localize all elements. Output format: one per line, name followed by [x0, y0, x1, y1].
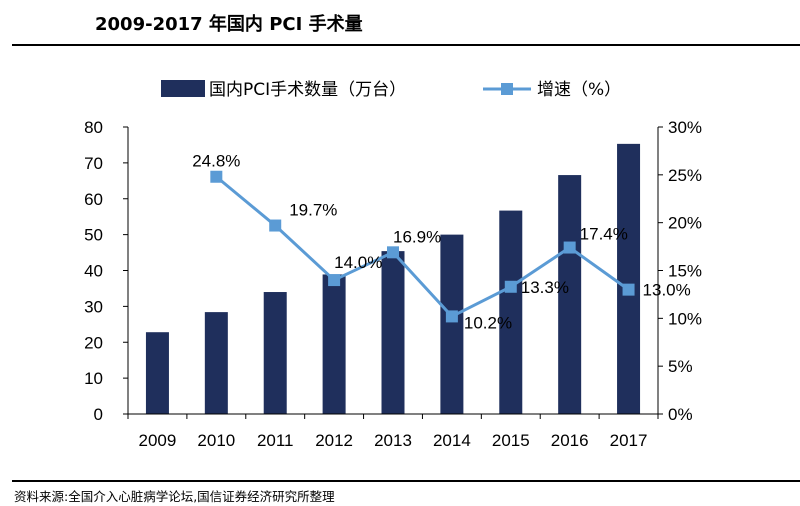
pci-chart: 0 10 20 30 40 50 60 70 80 0% 5% 10% 15% 20% 25% 30% 2009… — [84, 80, 702, 450]
left-tick-label: 10 — [84, 369, 103, 388]
growth-marker-2016 — [563, 241, 576, 254]
x-tick-label-2017: 2017 — [610, 431, 648, 450]
bar-2010 — [204, 312, 228, 414]
x-tick-label-2015: 2015 — [492, 431, 530, 450]
top-divider — [12, 44, 800, 46]
right-tick-label: 10% — [668, 309, 702, 328]
growth-label-2014: 10.2% — [464, 313, 512, 332]
legend-line-marker — [501, 83, 513, 95]
right-tick-label: 0% — [668, 405, 693, 424]
legend: 国内PCI手术数量（万台） 增速（%） — [161, 80, 621, 100]
left-tick-label: 30 — [84, 297, 103, 316]
growth-label-2017: 13.0% — [643, 281, 691, 300]
title-bar: 2009-2017 年国内 PCI 手术量 — [0, 0, 800, 44]
x-tick-label-2016: 2016 — [551, 431, 589, 450]
x-tick-label-2014: 2014 — [433, 431, 471, 450]
growth-line-series: 24.8% 19.7% 14.0% 16.9% 10.2% 13.3% 17.4% 13.0% — [192, 152, 691, 333]
growth-marker-2013 — [387, 246, 399, 259]
left-tick-label: 20 — [84, 333, 103, 352]
growth-label-2016: 17.4% — [580, 225, 628, 244]
growth-marker-2012 — [328, 274, 341, 287]
x-tick-label-2013: 2013 — [374, 431, 412, 450]
growth-line — [215, 175, 630, 318]
growth-label-2012: 14.0% — [334, 253, 382, 272]
bar-series — [145, 143, 641, 414]
left-tick-label: 60 — [84, 190, 103, 209]
bar-2017 — [617, 143, 641, 414]
legend-bar-label: 国内PCI手术数量（万台） — [209, 80, 406, 100]
left-tick-label: 0 — [94, 405, 103, 424]
x-tick-label-2010: 2010 — [197, 431, 235, 450]
bar-2013 — [381, 251, 405, 414]
growth-label-2015: 13.3% — [521, 278, 569, 297]
growth-marker-2014 — [445, 310, 458, 323]
right-tick-label: 20% — [668, 214, 702, 233]
bar-2009 — [145, 332, 169, 414]
growth-marker-2017 — [622, 283, 635, 296]
x-tick-label-2009: 2009 — [139, 431, 177, 450]
right-tick-label: 25% — [668, 166, 702, 185]
axes: 0 10 20 30 40 50 60 70 80 0% 5% 10% 15% 20% 25% 30% 2009… — [84, 118, 702, 450]
legend-bar-swatch — [161, 80, 205, 97]
growth-label-2011: 19.7% — [289, 201, 337, 220]
bar-2016 — [558, 175, 582, 414]
x-tick-label-2012: 2012 — [315, 431, 353, 450]
bar-2015 — [499, 210, 523, 414]
growth-label-2010: 24.8% — [192, 152, 240, 171]
right-tick-label: 30% — [668, 118, 702, 137]
left-tick-label: 80 — [84, 118, 103, 137]
left-tick-label: 50 — [84, 226, 103, 245]
growth-label-2013: 16.9% — [393, 227, 441, 246]
left-tick-label: 70 — [84, 154, 103, 173]
source-note: 资料来源:全国介入心脏病学论坛,国信证券经济研究所整理 — [14, 489, 335, 504]
bottom-divider — [12, 480, 800, 482]
bar-2014 — [440, 234, 464, 414]
left-tick-label: 40 — [84, 262, 103, 281]
bar-2011 — [263, 292, 287, 414]
legend-line-label: 增速（%） — [537, 80, 621, 100]
growth-marker-2015 — [504, 280, 517, 293]
x-tick-label-2011: 2011 — [257, 431, 294, 450]
growth-marker-2011 — [269, 219, 282, 232]
page-title: 2009-2017 年国内 PCI 手术量 — [95, 14, 363, 35]
right-tick-label: 15% — [668, 262, 702, 281]
bar-2012 — [322, 274, 346, 414]
right-tick-label: 5% — [668, 357, 693, 376]
growth-marker-2010 — [210, 170, 223, 183]
